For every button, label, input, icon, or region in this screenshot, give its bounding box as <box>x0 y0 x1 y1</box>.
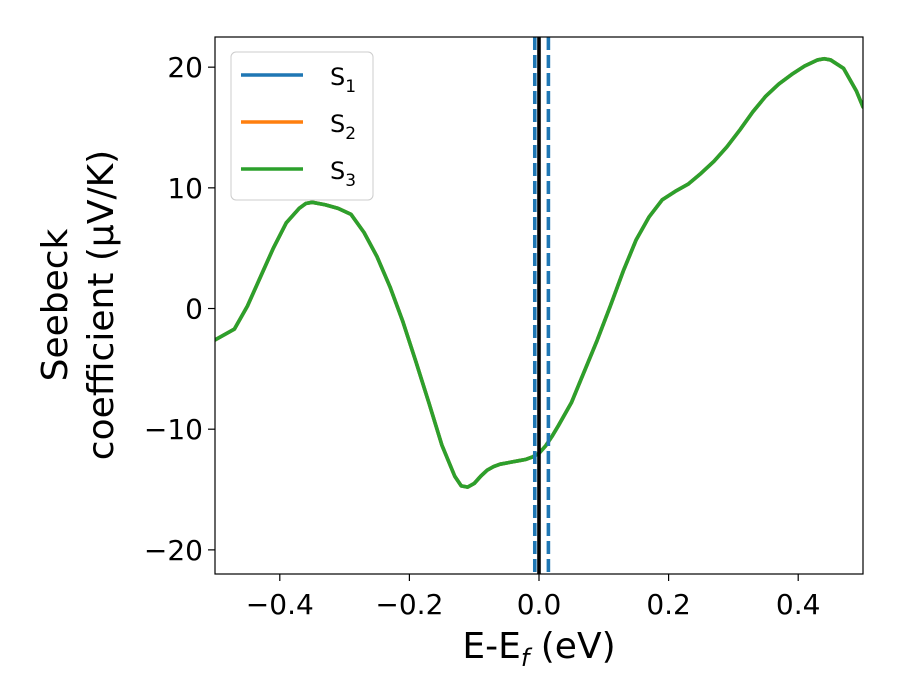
legend-box <box>230 51 374 201</box>
legend-label-s2: S2 <box>330 110 356 144</box>
x-tick-label: 0.2 <box>646 588 691 621</box>
y-tick-label: 10 <box>167 172 203 205</box>
x-tick-label: 0.0 <box>517 588 562 621</box>
plot-area <box>215 37 863 574</box>
legend-label-s1: S1 <box>330 63 356 97</box>
x-axis-label-unit: (eV) <box>529 626 615 667</box>
y-axis-label-line1: Seebeck <box>35 228 76 381</box>
y-tick-label: 20 <box>167 51 203 84</box>
y-tick-label: 0 <box>185 293 203 326</box>
y-tick-label: −20 <box>144 534 203 567</box>
y-tick-label: −10 <box>144 413 203 446</box>
y-axis-label-line2: coefficient (μV/K) <box>81 150 122 460</box>
x-tick-label: 0.4 <box>776 588 821 621</box>
legend: S1 S2 S3 <box>230 51 374 201</box>
x-axis: −0.4 −0.2 0.0 0.2 0.4 <box>246 574 821 621</box>
y-axis-label: Seebeck coefficient (μV/K) <box>35 150 122 460</box>
x-axis-label-main: E-E <box>462 626 520 667</box>
series-line-s3 <box>215 56 863 489</box>
legend-label-s3: S3 <box>330 157 356 191</box>
x-tick-label: −0.2 <box>375 588 443 621</box>
x-axis-label: E-Ef (eV) <box>462 626 615 672</box>
y-axis: −20 −10 0 10 20 <box>144 51 215 567</box>
x-tick-label: −0.4 <box>246 588 314 621</box>
